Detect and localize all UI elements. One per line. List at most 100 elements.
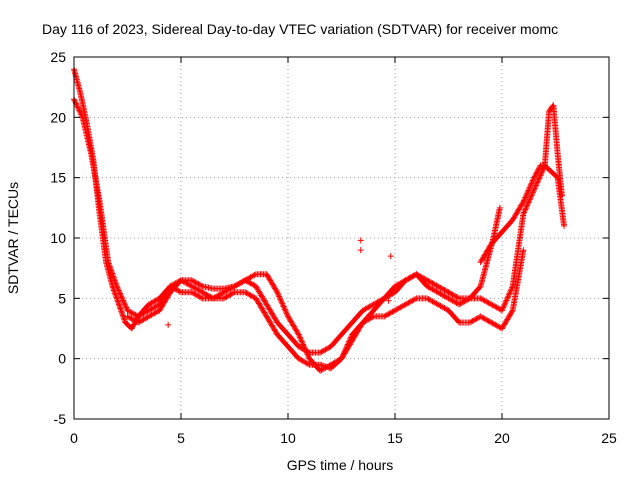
y-tick-label: -5 <box>54 411 67 427</box>
data-point <box>108 267 115 274</box>
data-point <box>278 299 285 306</box>
data-point <box>279 300 286 307</box>
x-axis-ticks: 0 5 10 15 20 25 <box>70 57 617 446</box>
data-point <box>522 194 529 201</box>
data-point <box>277 296 284 303</box>
data-point <box>275 292 282 299</box>
data-point <box>537 172 544 179</box>
data-point <box>112 280 119 287</box>
series-track-d <box>477 102 565 266</box>
data-point <box>301 345 308 352</box>
data-point <box>535 166 542 173</box>
data-point <box>77 110 84 117</box>
data-point <box>300 341 307 348</box>
data-point <box>524 188 531 195</box>
data-point <box>524 200 531 207</box>
data-point <box>522 206 529 213</box>
data-point <box>128 325 135 332</box>
data-point <box>346 338 353 345</box>
data-point <box>75 105 82 112</box>
data-point <box>530 188 537 195</box>
data-point <box>120 298 127 305</box>
data-point <box>507 287 514 294</box>
data-point <box>73 101 80 108</box>
data-point <box>531 186 538 193</box>
data-point <box>530 176 537 183</box>
data-point <box>304 351 311 358</box>
data-point <box>520 198 527 205</box>
data-point <box>526 196 533 203</box>
data-point <box>535 176 542 183</box>
data-point <box>531 173 538 180</box>
data-point <box>78 112 85 119</box>
data-point <box>281 304 288 311</box>
x-tick-label: 25 <box>601 430 617 446</box>
data-point <box>339 352 346 359</box>
data-point <box>526 184 533 191</box>
data-point <box>476 284 483 291</box>
data-point <box>523 203 530 210</box>
data-point <box>502 300 509 307</box>
data-point <box>198 294 205 301</box>
data-point <box>302 347 309 354</box>
data-point <box>520 247 527 254</box>
data-point <box>74 103 81 110</box>
data-point <box>523 191 530 198</box>
data-point <box>506 290 513 297</box>
data-point <box>278 297 285 304</box>
data-point <box>276 293 283 300</box>
x-tick-label: 5 <box>177 430 185 446</box>
data-point <box>529 190 536 197</box>
data-point <box>295 331 302 338</box>
data-point <box>121 301 128 308</box>
data-point <box>527 183 534 190</box>
data-point <box>299 340 306 347</box>
data-point <box>532 171 539 178</box>
data-point <box>524 190 531 197</box>
data-point <box>72 99 79 106</box>
data-point <box>465 296 472 303</box>
data-point <box>504 296 511 303</box>
data-point <box>505 293 512 300</box>
data-point <box>110 274 117 281</box>
grid-lines <box>74 57 609 419</box>
x-axis-label: GPS time / hours <box>287 457 394 473</box>
data-point <box>522 205 529 212</box>
data-point <box>122 303 129 310</box>
data-point <box>347 335 354 342</box>
y-tick-label: 10 <box>50 230 66 246</box>
data-point <box>344 342 351 349</box>
data-point <box>341 349 348 356</box>
data-point <box>508 286 515 293</box>
data-point <box>282 307 289 314</box>
data-point <box>108 269 115 276</box>
data-point <box>111 277 118 284</box>
data-point <box>105 260 112 267</box>
data-point <box>106 263 113 270</box>
data-point <box>301 344 308 351</box>
data-point <box>346 337 353 344</box>
data-point <box>274 289 281 296</box>
data-point <box>119 296 126 303</box>
data-point <box>454 294 461 301</box>
data-point <box>385 297 392 304</box>
data-point <box>208 294 215 301</box>
data-point <box>116 290 123 297</box>
data-point <box>500 303 507 310</box>
data-point <box>502 298 509 305</box>
data-point <box>176 288 183 295</box>
data-point <box>532 182 539 189</box>
data-point <box>121 300 128 307</box>
data-point <box>533 181 540 188</box>
data-point <box>527 195 534 202</box>
data-point <box>76 108 83 115</box>
data-point <box>533 169 540 176</box>
data-point <box>74 104 81 111</box>
data-point <box>107 264 114 271</box>
x-tick-label: 0 <box>70 430 78 446</box>
data-point <box>340 351 347 358</box>
data-point <box>111 276 118 283</box>
data-point <box>387 253 394 260</box>
data-point <box>534 178 541 185</box>
